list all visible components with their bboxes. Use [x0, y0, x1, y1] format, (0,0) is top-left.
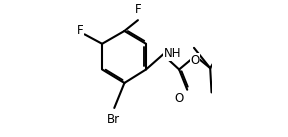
Text: Br: Br	[107, 113, 120, 126]
Text: NH: NH	[164, 47, 181, 60]
Text: O: O	[175, 92, 184, 105]
Text: O: O	[190, 54, 200, 67]
Text: F: F	[135, 3, 142, 16]
Text: F: F	[77, 25, 84, 37]
